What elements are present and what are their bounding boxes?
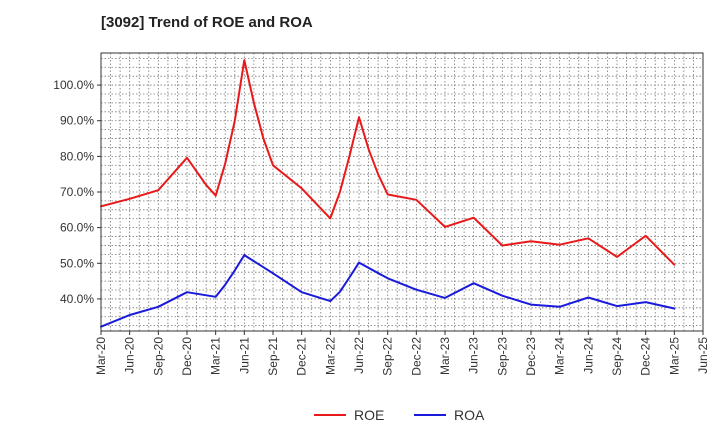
x-tick-label: Dec-24 (639, 337, 653, 376)
x-tick-label: Mar-20 (94, 337, 108, 375)
y-tick-label: 40.0% (60, 292, 94, 306)
series-line-roe (100, 59, 676, 266)
x-tick-label: Dec-23 (524, 337, 538, 376)
legend-label-roa: ROA (454, 407, 485, 423)
x-tick-label: Mar-21 (209, 337, 223, 375)
chart-title: [3092] Trend of ROE and ROA (101, 14, 313, 31)
legend: ROE ROA (314, 407, 485, 423)
x-tick-label: Sep-23 (495, 337, 509, 376)
series-line-roa (100, 254, 676, 328)
x-tick-label: Jun-24 (581, 337, 595, 374)
y-tick-label: 60.0% (60, 221, 94, 235)
x-tick-label: Dec-22 (409, 337, 423, 376)
x-tick-label: Sep-21 (266, 337, 280, 376)
y-tick-label: 100.0% (53, 78, 94, 92)
y-tick-label: 50.0% (60, 256, 94, 270)
y-tick-label: 80.0% (60, 149, 94, 163)
x-tick-label: Sep-24 (610, 337, 624, 376)
x-tick-label: Sep-22 (381, 337, 395, 376)
x-tick-label: Dec-21 (295, 337, 309, 376)
x-tick-label: Jun-21 (237, 337, 251, 374)
y-axis-ticks: 40.0% 50.0% 60.0% 70.0% 80.0% 90.0% 100.0% (53, 78, 101, 306)
x-tick-label: Jun-20 (123, 337, 137, 374)
legend-label-roe: ROE (354, 407, 384, 423)
x-tick-label: Mar-23 (438, 337, 452, 375)
y-tick-label: 70.0% (60, 185, 94, 199)
series-layer (100, 59, 676, 328)
grid-layer (100, 53, 704, 331)
x-tick-label: Sep-20 (151, 337, 165, 376)
x-tick-label: Jun-25 (696, 337, 710, 374)
y-tick-label: 90.0% (60, 114, 94, 128)
x-tick-label: Mar-25 (667, 337, 681, 375)
x-axis-ticks: Mar-20 Jun-20 Sep-20 Dec-20 Mar-21 Jun-21 Sep-… (94, 331, 710, 376)
x-tick-label: Jun-23 (467, 337, 481, 374)
x-tick-label: Dec-20 (180, 337, 194, 376)
x-tick-label: Jun-22 (352, 337, 366, 374)
x-tick-label: Mar-22 (323, 337, 337, 375)
x-tick-label: Mar-24 (553, 337, 567, 375)
